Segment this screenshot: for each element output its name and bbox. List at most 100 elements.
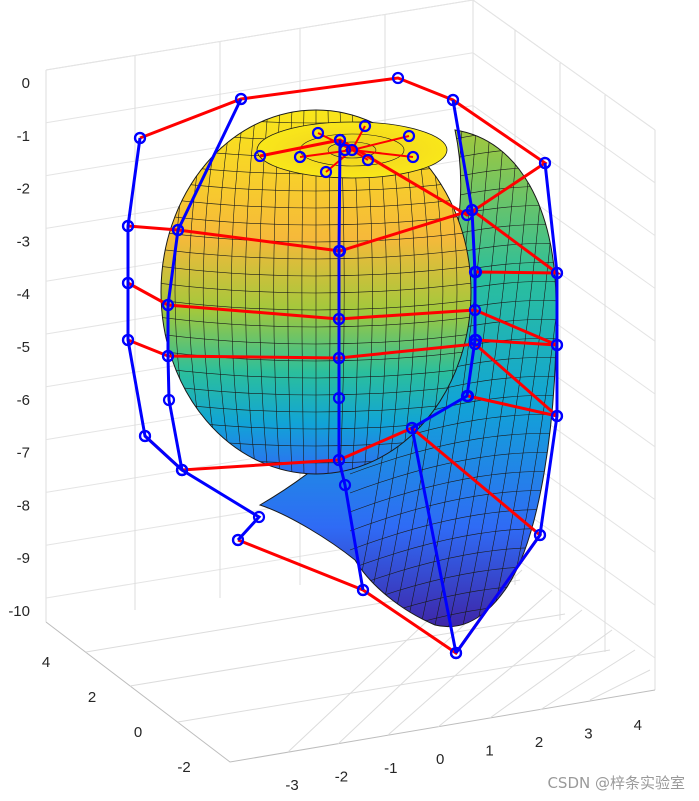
mesh-line [217,110,233,474]
control-edge [299,149,353,158]
mesh-line [161,366,471,379]
x-axis-ticks: -3 -2 -1 0 1 2 3 4 [285,717,642,794]
control-point [550,409,564,423]
control-point [253,149,267,163]
x-tick-label: 3 [584,725,592,742]
x-tick-label: -2 [335,768,348,785]
control-point [133,131,147,145]
mesh-line [231,110,245,474]
control-point [252,510,266,524]
mesh-line [245,110,257,474]
control-point [538,156,552,170]
control-point [161,298,175,312]
control-point [468,337,482,351]
control-edge [143,426,543,656]
control-point [171,223,185,237]
control-point [162,393,176,407]
mesh-line [161,383,471,396]
control-point [402,129,416,143]
control-point [358,119,372,133]
mesh-line [161,332,471,345]
mesh-line [349,433,557,475]
control-point [468,333,482,347]
mesh-line [349,452,557,494]
x-tick-label: 2 [535,734,543,751]
control-edge [126,137,262,542]
z-tick-label: 0 [22,75,30,92]
z-tick-label: -8 [17,497,30,514]
control-point [333,133,347,147]
control-edge [454,162,559,654]
mesh-line [161,247,471,260]
control-point [406,150,420,164]
z-grid-line [45,52,474,124]
z-tick-label: -5 [17,339,30,356]
control-edge [351,149,369,161]
control-point [332,453,346,467]
control-point [234,92,248,106]
z-grid-line [45,0,474,71]
mesh-line [447,130,519,627]
control-point [391,71,405,85]
control-edge [139,76,548,217]
z-grid-line [472,52,656,184]
mesh-line [161,179,471,192]
z-tick-label: -4 [17,286,30,303]
control-point [311,126,325,140]
control-point [138,429,152,443]
control-point [465,203,479,217]
mesh-line [349,471,557,513]
mesh-line [161,315,471,328]
z-grid-line [472,0,656,131]
control-point [361,153,375,167]
mesh-line [161,230,471,243]
surface-body [160,109,472,475]
mesh-line [161,298,471,311]
control-point [468,265,482,279]
control-point [449,646,463,660]
control-point [550,338,564,352]
control-point [121,276,135,290]
z-tick-label: -10 [8,603,30,620]
x-tick-label: -3 [285,777,298,794]
z-tick-label: -2 [17,181,30,198]
y-tick-label: 4 [42,654,50,671]
mesh-line [349,490,557,532]
x-tick-label: 4 [634,717,642,734]
control-point [332,391,346,405]
x-tick-label: 1 [485,743,493,760]
control-point [460,389,474,403]
control-edge [127,208,562,275]
control-point [231,533,245,547]
x-tick-label: -1 [384,760,397,777]
control-point [345,143,359,157]
control-polygon [121,71,564,660]
control-point [550,266,564,280]
control-point [121,219,135,233]
mesh-line [161,213,471,226]
control-point [468,303,482,317]
z-tick-label: -3 [17,233,30,250]
control-edge [166,98,243,471]
control-point [332,244,346,258]
z-tick-label: -9 [17,550,30,567]
control-edge [127,281,558,347]
control-point [446,93,460,107]
control-point [293,150,307,164]
control-point [338,143,352,157]
control-point [405,421,419,435]
control-point [332,351,346,365]
control-point [319,165,333,179]
control-point [533,528,547,542]
z-grid-line [472,105,656,237]
mesh-line [161,281,471,294]
control-point [175,463,189,477]
z-axis-ticks: 0 -1 -2 -3 -4 -5 -6 -7 -8 -9 -10 [8,75,30,620]
mesh-line [161,264,471,277]
mesh-line [461,130,533,627]
control-edge [127,338,558,418]
control-point [332,312,346,326]
z-tick-label: -6 [17,392,30,409]
y-tick-label: 2 [88,689,96,706]
